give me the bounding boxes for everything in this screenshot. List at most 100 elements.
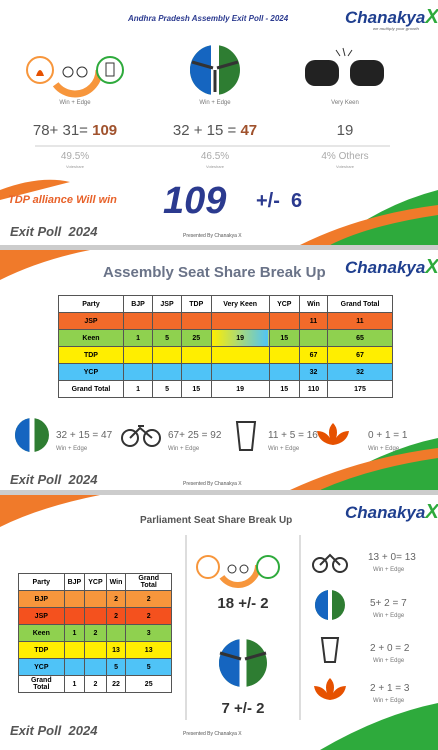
title: Assembly Seat Share Break Up xyxy=(103,264,326,281)
cell: 67 xyxy=(327,346,393,364)
glass-icon xyxy=(235,421,257,451)
summary-text: 11 + 5 = 16 xyxy=(268,430,318,441)
share: 46.5% xyxy=(200,151,230,162)
cell: 2 xyxy=(125,607,172,625)
title: Parliament Seat Share Break Up xyxy=(140,515,293,526)
col-label: Win + Edge xyxy=(59,100,91,106)
cell: Very Keen xyxy=(210,295,270,313)
table: Party BJP YCP Win Grand Total BJP 2 2 JSP 2 2 Keen 1… xyxy=(18,573,172,693)
cell: YCP xyxy=(18,658,65,676)
row: Keen 1 2 3 xyxy=(18,624,172,642)
cell xyxy=(122,312,154,330)
cell: 2 xyxy=(84,675,107,693)
cell: Win xyxy=(298,295,329,313)
cell: JSP xyxy=(58,312,124,330)
row: Grand Total 1 2 22 25 xyxy=(18,675,172,693)
brand-x: X xyxy=(425,256,438,278)
cell: 19 xyxy=(210,329,270,347)
swoosh xyxy=(300,205,438,245)
cell: 25 xyxy=(125,675,172,693)
cell: 25 xyxy=(180,329,212,347)
cell: 2 xyxy=(105,607,127,625)
cycle-icon xyxy=(121,425,161,447)
cell: Grand Total xyxy=(125,573,172,591)
col-sum: 78+ 31= 109 xyxy=(33,122,117,139)
lotus-icon xyxy=(317,423,349,445)
summary-text: 67+ 25 = 92 xyxy=(168,430,222,441)
summary-text: 32 + 15 = 47 xyxy=(56,430,113,441)
panel-parliament: ChanakyaX Parliament Seat Share Break Up… xyxy=(0,495,438,750)
ycp-icon xyxy=(219,639,267,687)
cell xyxy=(152,312,182,330)
glass-icon xyxy=(320,637,340,663)
summary-label: Win + Edge xyxy=(268,446,300,452)
cell: TDP xyxy=(58,346,124,364)
cell: 13 xyxy=(105,641,127,659)
cell xyxy=(63,590,86,608)
cell: BJP xyxy=(122,295,154,313)
summary-text: 5+ 2 = 7 xyxy=(370,598,407,609)
cell: BJP xyxy=(63,573,86,591)
cell: 67 xyxy=(298,346,329,364)
total: 109 xyxy=(92,122,118,139)
sum: 32 + 15 = xyxy=(172,122,237,139)
footer-center: Presented By Chanakya X xyxy=(183,481,242,487)
ycp-icon xyxy=(190,45,240,95)
col-label: Very Keen xyxy=(331,100,359,106)
cell xyxy=(210,312,270,330)
sum: 78+ 31= xyxy=(32,122,88,139)
cell xyxy=(122,346,154,364)
table: Party BJP JSP TDP Very Keen YCP Win Grand Total… xyxy=(58,295,393,398)
cell: 2 xyxy=(84,624,107,642)
projection: 18 +/- 2 xyxy=(217,595,269,612)
cell: 19 xyxy=(210,380,270,398)
cell: 15 xyxy=(268,329,300,347)
row: TDP 67 67 xyxy=(58,346,393,364)
cell xyxy=(63,658,86,676)
cell xyxy=(210,346,270,364)
cell xyxy=(152,346,182,364)
panel-assembly: ChanakyaX Assembly Seat Share Break Up P… xyxy=(0,250,438,490)
headline-text: TDP alliance Will win xyxy=(8,194,117,206)
cell: Grand Total xyxy=(18,675,65,693)
cycle-icon xyxy=(312,553,348,573)
cell: Keen xyxy=(58,329,124,347)
lotus-icon xyxy=(314,678,346,700)
panel-summary: Andhra Pradesh Assembly Exit Poll - 2024… xyxy=(0,0,438,245)
cell xyxy=(298,329,329,347)
swoosh xyxy=(290,448,438,490)
cell: 15 xyxy=(268,380,300,398)
alliance-icon xyxy=(26,42,124,98)
cell xyxy=(210,363,270,381)
summary-text: 0 + 1 = 1 xyxy=(368,430,408,441)
cell: 1 xyxy=(122,380,154,398)
share-label: Voteshare xyxy=(205,164,225,169)
cell: BJP xyxy=(18,590,65,608)
cell xyxy=(268,346,300,364)
cell: 175 xyxy=(327,380,393,398)
brand-x: X xyxy=(425,6,438,28)
swoosh xyxy=(320,703,438,750)
cell xyxy=(268,312,300,330)
summary-text: 13 + 0= 13 xyxy=(368,552,416,563)
brand: ChanakyaX xyxy=(345,501,438,524)
row: JSP 11 11 xyxy=(58,312,393,330)
projection: 7 +/- 2 xyxy=(221,700,265,717)
cell: 13 xyxy=(125,641,172,659)
cell: 5 xyxy=(152,329,182,347)
cell: YCP xyxy=(268,295,300,313)
cell xyxy=(84,607,107,625)
brand: ChanakyaX xyxy=(345,256,438,279)
cell xyxy=(180,312,212,330)
brand-name: Chanakya xyxy=(345,8,426,27)
footer-left: Exit Poll 2024 xyxy=(10,472,98,487)
brand-name: Chanakya xyxy=(345,258,426,277)
cell: 110 xyxy=(298,380,329,398)
ycp-icon xyxy=(15,418,49,452)
keen-icon xyxy=(305,47,384,86)
share-label: Voteshare xyxy=(335,164,355,169)
cell: 11 xyxy=(298,312,329,330)
decor xyxy=(0,42,438,245)
cell: 2 xyxy=(125,590,172,608)
